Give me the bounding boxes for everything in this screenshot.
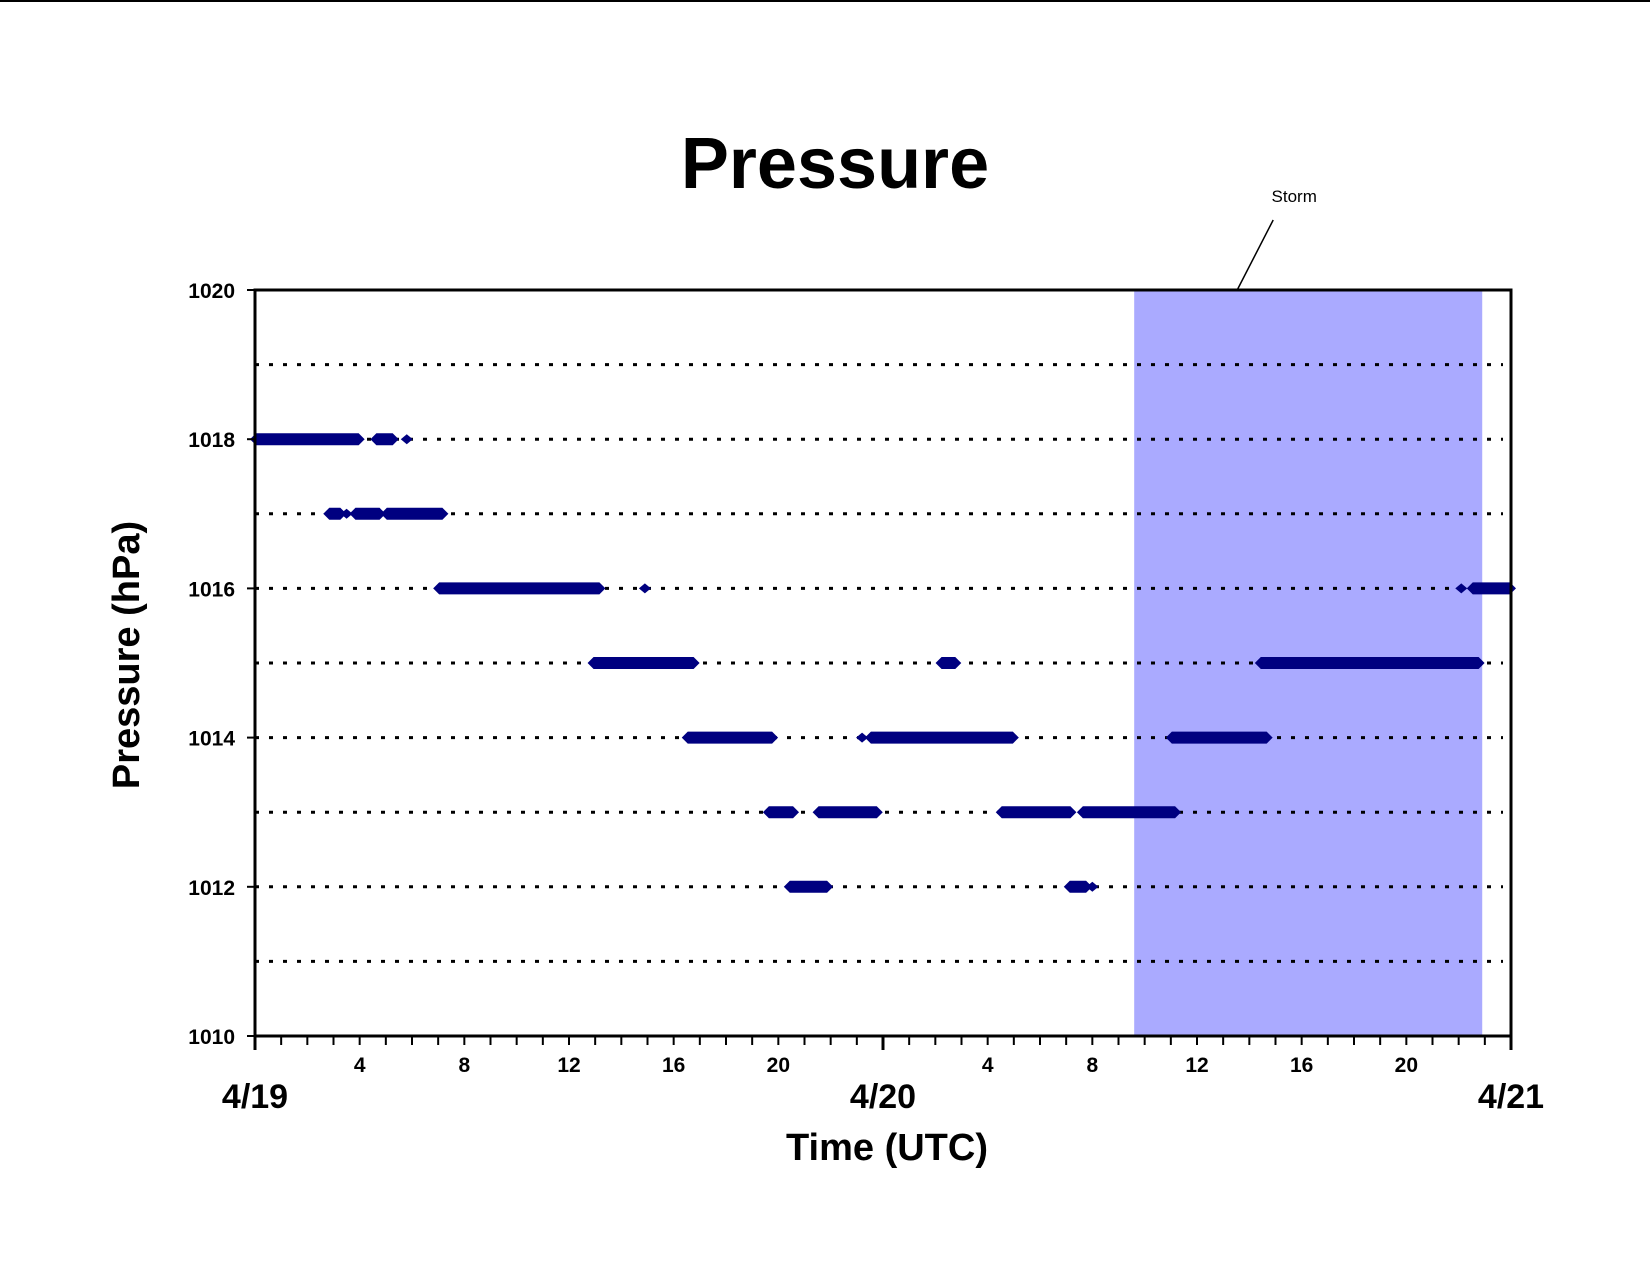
x-date-label: 4/20	[850, 1078, 916, 1116]
y-tick-label: 1020	[188, 280, 235, 303]
x-tick-label: 16	[662, 1054, 685, 1077]
x-tick-label: 20	[1395, 1054, 1418, 1077]
data-segment	[1063, 880, 1093, 893]
data-segment	[433, 582, 606, 595]
storm-annotation-label: Storm	[1272, 187, 1317, 206]
x-tick-label: 4	[982, 1054, 994, 1077]
data-point	[400, 434, 413, 445]
x-axis-label: Time (UTC)	[786, 1127, 988, 1169]
y-tick-label: 1010	[188, 1026, 235, 1049]
data-segment	[864, 731, 1019, 744]
x-tick-label: 20	[767, 1054, 790, 1077]
y-axis-label: Pressure (hPa)	[106, 521, 148, 789]
top-border-line	[0, 0, 1650, 2]
chart-title: Pressure	[681, 124, 989, 204]
y-tick-label: 1014	[188, 728, 235, 751]
x-tick-label: 8	[458, 1054, 470, 1077]
data-segment	[349, 507, 386, 520]
data-segment	[250, 433, 365, 446]
data-segment	[380, 507, 449, 520]
data-segment	[762, 806, 800, 819]
data-segment	[587, 657, 700, 669]
data-point	[1455, 583, 1468, 594]
data-point	[1086, 881, 1099, 892]
x-tick-label: 12	[1185, 1054, 1208, 1077]
x-tick-label: 8	[1086, 1054, 1098, 1077]
data-segment	[1076, 806, 1182, 819]
data-segment	[1466, 582, 1516, 595]
data-segment	[370, 433, 399, 446]
data-segment	[995, 806, 1077, 819]
x-tick-label: 4	[354, 1054, 366, 1077]
data-segment	[812, 806, 883, 819]
data-segment	[783, 880, 834, 893]
data-segment	[1165, 731, 1273, 744]
y-tick-label: 1012	[188, 877, 235, 900]
data-segment	[681, 731, 779, 744]
y-tick-label: 1016	[188, 578, 235, 601]
x-date-label: 4/19	[222, 1078, 288, 1116]
data-segment	[323, 507, 347, 520]
x-tick-label: 16	[1290, 1054, 1313, 1077]
data-point	[638, 583, 651, 594]
data-point	[856, 732, 869, 743]
storm-annotation-leader	[1236, 219, 1274, 291]
x-date-label: 4/21	[1478, 1078, 1544, 1116]
y-tick-label: 1018	[188, 429, 235, 452]
data-segment	[1254, 657, 1485, 669]
x-tick-label: 12	[557, 1054, 580, 1077]
data-point	[340, 508, 353, 519]
data-segment	[935, 657, 962, 669]
